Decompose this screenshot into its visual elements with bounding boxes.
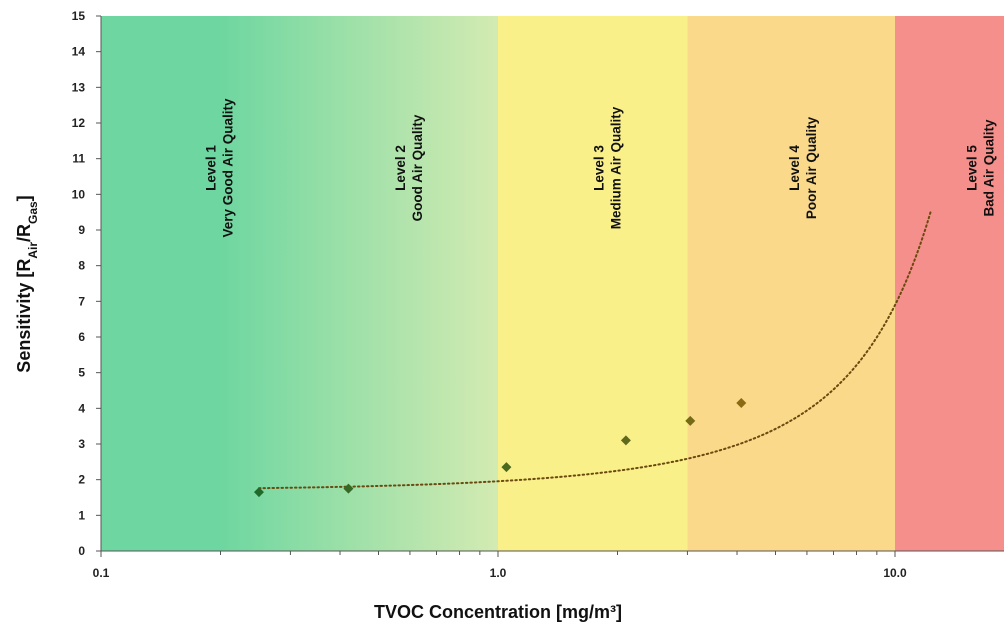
zone-label-level-3: Level 3 Medium Air Quality	[592, 106, 624, 229]
zone-quality-name: Good Air Quality	[410, 114, 425, 221]
zone-label-level-1: Level 1 Very Good Air Quality	[204, 98, 236, 238]
y-tick-label: 5	[78, 366, 85, 380]
zone-band-level-1-2	[101, 16, 498, 551]
zone-band-level-4	[687, 16, 895, 551]
zone-label-level-5: Level 5 Bad Air Quality	[964, 119, 996, 217]
quality-zones	[101, 16, 1004, 551]
y-tick-label: 12	[72, 116, 86, 130]
y-tick-label: 3	[78, 437, 85, 451]
y-axis-title: Sensitivity [RAir/RGas]	[14, 195, 40, 372]
zone-quality-name: Poor Air Quality	[804, 116, 819, 219]
y-tick-label: 4	[78, 401, 85, 415]
y-tick-label: 13	[72, 80, 86, 94]
zone-level-name: Level 1	[204, 145, 219, 191]
y-tick-label: 1	[78, 508, 85, 522]
trendline-layer	[257, 210, 932, 490]
trendline	[257, 210, 932, 490]
zone-quality-name: Medium Air Quality	[609, 106, 624, 229]
zone-level-name: Level 2	[393, 145, 408, 191]
y-tick-label: 7	[78, 294, 85, 308]
y-tick-label: 8	[78, 259, 85, 273]
zone-band-level-5	[895, 16, 1004, 551]
data-point	[736, 397, 747, 408]
data-points	[253, 397, 747, 498]
y-tick-label: 14	[72, 45, 86, 59]
data-point	[620, 435, 631, 446]
data-point	[343, 483, 354, 494]
y-tick-label: 6	[78, 330, 85, 344]
x-tick-label: 1.0	[490, 566, 507, 580]
y-tick-label: 2	[78, 473, 85, 487]
data-point	[685, 415, 696, 426]
zone-quality-name: Very Good Air Quality	[221, 98, 236, 238]
data-point	[501, 462, 512, 473]
zone-level-name: Level 3	[592, 145, 607, 191]
y-tick-label: 9	[78, 223, 85, 237]
x-tick-label: 0.1	[93, 566, 110, 580]
zone-label-level-2: Level 2 Good Air Quality	[393, 114, 425, 221]
zone-labels: Level 1 Very Good Air Quality Level 2 Good …	[204, 98, 997, 238]
x-tick-label: 10.0	[883, 566, 907, 580]
x-axis-title: TVOC Concentration [mg/m³]	[374, 602, 622, 622]
y-tick-label: 0	[78, 544, 85, 558]
zone-label-level-4: Level 4 Poor Air Quality	[787, 116, 819, 219]
zone-quality-name: Bad Air Quality	[981, 119, 996, 217]
data-point	[253, 487, 264, 498]
zone-level-name: Level 5	[964, 145, 979, 191]
y-tick-label: 15	[72, 9, 86, 23]
zone-level-name: Level 4	[787, 145, 802, 191]
zone-band-level-3	[498, 16, 688, 551]
y-tick-label: 11	[72, 152, 85, 166]
y-tick-label: 10	[72, 187, 86, 201]
